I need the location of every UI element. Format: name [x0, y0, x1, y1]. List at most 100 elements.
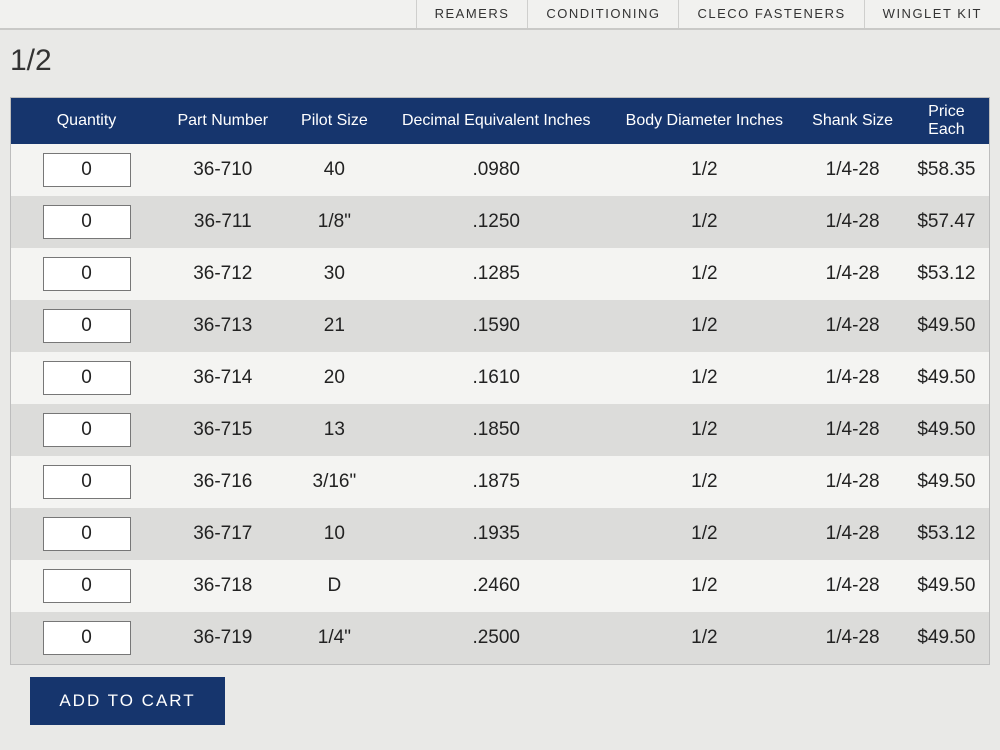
- nav-bar: REAMERS CONDITIONING CLECO FASTENERS WINGLE…: [0, 0, 1000, 30]
- table-row: 0 36-711 1/8" .1250 1/2 1/4-28 $57.47: [10, 196, 990, 248]
- table-cell: 1/4-28: [825, 575, 880, 596]
- quantity-cell: 0: [11, 456, 163, 508]
- table-cell: 1/2: [607, 612, 802, 665]
- table-cell: 1/4-28: [825, 367, 880, 388]
- table-cell: 1/4-28: [825, 159, 880, 180]
- table-cell: 1/2: [691, 263, 718, 284]
- table-body: 0 36-710 40.0980 1/2 1/4-28 $58.35 0 36-711 1/8"…: [10, 144, 990, 665]
- table-cell: 36-719: [162, 612, 284, 665]
- table-cell: 36-713: [162, 300, 284, 352]
- add-to-cart-button[interactable]: ADD TO CART: [30, 677, 225, 725]
- table-cell: .1935: [385, 508, 608, 560]
- table-cell: $49.50: [903, 300, 990, 352]
- table-cell: 1/2: [607, 404, 802, 456]
- table-row: 0 36-717 10.1935 1/2 1/4-28 $53.12: [10, 508, 990, 560]
- quantity-cell: 0: [10, 508, 163, 560]
- table-cell: 1/2: [691, 471, 718, 492]
- table-cell: 20: [323, 367, 345, 388]
- table-cell: 30: [323, 263, 345, 284]
- table-row: 0 36-714 20 .1610 1/2 1/4-28 $49.50: [11, 352, 990, 404]
- table-cell: 1/2: [691, 575, 718, 596]
- table-cell: 10: [283, 508, 386, 560]
- table-cell: 1/4-28: [801, 196, 904, 248]
- table-cell: 1/4-28: [825, 471, 880, 492]
- nav-tab[interactable]: WINGLET KIT: [863, 0, 1000, 28]
- table-cell: 1/4-28: [801, 612, 904, 665]
- quantity-input[interactable]: 0: [42, 413, 131, 447]
- table-cell: $53.12: [917, 263, 976, 284]
- quantity-input[interactable]: 0: [42, 465, 131, 499]
- quantity-cell: 0: [10, 196, 163, 248]
- table-cell: $49.50: [917, 367, 976, 388]
- nav-tab[interactable]: CLECO FASTENERS: [678, 0, 863, 28]
- table-cell: 21: [283, 300, 386, 352]
- quantity-cell: 0: [10, 612, 163, 665]
- table-cell: .1875: [472, 471, 520, 492]
- column-header: Decimal Equivalent Inches: [385, 97, 608, 144]
- quantity-cell: 0: [11, 560, 163, 612]
- quantity-input[interactable]: 0: [42, 205, 131, 239]
- table-cell: $49.50: [917, 575, 976, 596]
- nav-tab[interactable]: REAMERS: [415, 0, 528, 28]
- table-cell: 1/4-28: [801, 404, 904, 456]
- table-cell: $49.50: [903, 404, 990, 456]
- table-row: 0 36-718 D .2460 1/2 1/4-28 $49.50: [11, 560, 990, 612]
- quantity-cell: 0: [10, 300, 163, 352]
- column-header: Part Number: [162, 97, 284, 144]
- column-header: Pilot Size: [283, 97, 386, 144]
- table-cell: $58.35: [917, 159, 976, 180]
- table-cell: 36-712: [193, 263, 253, 284]
- quantity-input[interactable]: 0: [42, 621, 131, 655]
- table-cell: $49.50: [903, 612, 990, 665]
- quantity-cell: 0: [10, 404, 163, 456]
- table-row: 0 36-710 40 .0980 1/2 1/4-28 $58.35: [11, 144, 990, 196]
- table-cell: .0980: [472, 159, 520, 180]
- table-cell: .1850: [385, 404, 608, 456]
- table-cell: 40: [323, 159, 345, 180]
- quantity-input[interactable]: 0: [42, 257, 131, 291]
- table-cell: $53.12: [903, 508, 990, 560]
- table-cell: 36-715: [162, 404, 284, 456]
- nav-tab[interactable]: CONDITIONING: [527, 0, 678, 28]
- quantity-input[interactable]: 0: [42, 361, 131, 395]
- table-row: 0 36-719 1/4" .2500 1/2 1/4-28 $49.50: [10, 612, 990, 665]
- quantity-input[interactable]: 0: [42, 569, 131, 603]
- table-cell: 3/16": [312, 471, 357, 492]
- quantity-cell: 0: [11, 144, 163, 196]
- quantity-cell: 0: [11, 352, 163, 404]
- quantity-input[interactable]: 0: [42, 309, 131, 343]
- table-cell: .1590: [385, 300, 608, 352]
- column-header: Body Diameter Inches: [607, 97, 802, 144]
- table-row: 0 36-712 30 .1285 1/2 1/4-28 $53.12: [11, 248, 990, 300]
- table-cell: .1250: [385, 196, 608, 248]
- table-cell: 1/2: [607, 196, 802, 248]
- quantity-cell: 0: [11, 248, 163, 300]
- table-cell: .2500: [385, 612, 608, 665]
- table-cell: 1/2: [607, 300, 802, 352]
- table-cell: 1/4": [283, 612, 386, 665]
- table-cell: 1/4-28: [801, 508, 904, 560]
- table-cell: .1285: [472, 263, 520, 284]
- page-title: 1/2: [10, 44, 52, 77]
- table-cell: 36-716: [193, 471, 253, 492]
- quantity-input[interactable]: 0: [42, 517, 131, 551]
- table-cell: 1/4-28: [801, 300, 904, 352]
- quantity-input[interactable]: 0: [42, 153, 131, 187]
- table-cell: .1610: [472, 367, 520, 388]
- table-cell: 13: [283, 404, 386, 456]
- table-cell: 1/8": [283, 196, 386, 248]
- table-cell: 36-717: [162, 508, 284, 560]
- table-cell: 36-710: [193, 159, 253, 180]
- table-cell: D: [327, 575, 342, 596]
- table-cell: 36-718: [193, 575, 253, 596]
- column-header: Price Each: [903, 97, 990, 144]
- table-row: 0 36-715 13.1850 1/2 1/4-28 $49.50: [10, 404, 990, 456]
- table-cell: 1/2: [691, 367, 718, 388]
- table-cell: 36-714: [193, 367, 253, 388]
- column-header: Shank Size: [801, 97, 904, 144]
- column-header: Quantity: [10, 97, 163, 144]
- table-cell: .2460: [472, 575, 520, 596]
- table-cell: $49.50: [917, 471, 976, 492]
- table-row: 0 36-713 21.1590 1/2 1/4-28 $49.50: [10, 300, 990, 352]
